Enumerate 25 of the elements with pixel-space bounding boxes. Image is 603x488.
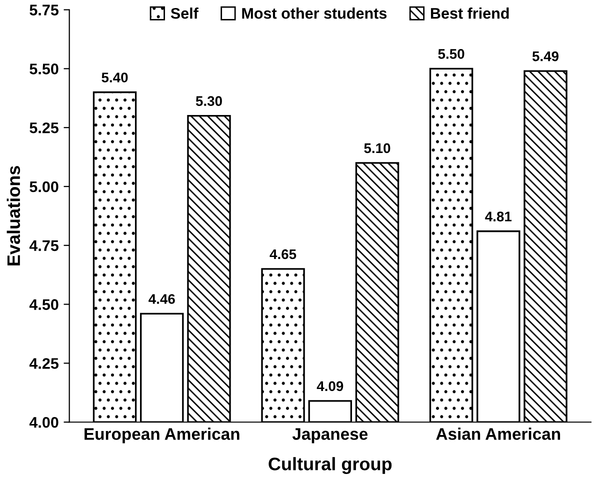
data-label: 5.40 — [102, 72, 128, 82]
y-tick-label: 5.50 — [30, 64, 58, 74]
data-label: 4.09 — [316, 381, 344, 392]
y-tick-label: 4.25 — [29, 358, 59, 369]
x-tick-label: Japanese — [292, 428, 368, 444]
legend-label: Best friend — [430, 8, 509, 19]
x-tick-label: European American — [84, 428, 240, 444]
data-label: 5.50 — [438, 49, 464, 59]
y-axis-title: Evaluations — [6, 166, 20, 266]
x-axis-title: Cultural group — [268, 457, 392, 474]
y-tick-label: 4.00 — [29, 416, 58, 428]
y-tick-label: 5.75 — [30, 4, 59, 16]
y-tick-label: 5.00 — [30, 181, 58, 192]
data-label: 4.81 — [485, 212, 512, 222]
legend-label: Most other students — [242, 8, 387, 19]
data-label: 5.10 — [364, 143, 390, 154]
data-label: 5.49 — [532, 51, 559, 62]
legend-label: Self — [170, 8, 198, 19]
y-tick-label: 4.50 — [29, 299, 58, 310]
data-label: 4.46 — [148, 294, 175, 304]
data-label: 5.30 — [196, 96, 222, 106]
x-tick-label: Asian American — [436, 428, 560, 440]
y-tick-label: 5.25 — [30, 122, 59, 134]
y-tick-label: 4.75 — [29, 240, 59, 252]
data-label: 4.65 — [270, 249, 296, 260]
